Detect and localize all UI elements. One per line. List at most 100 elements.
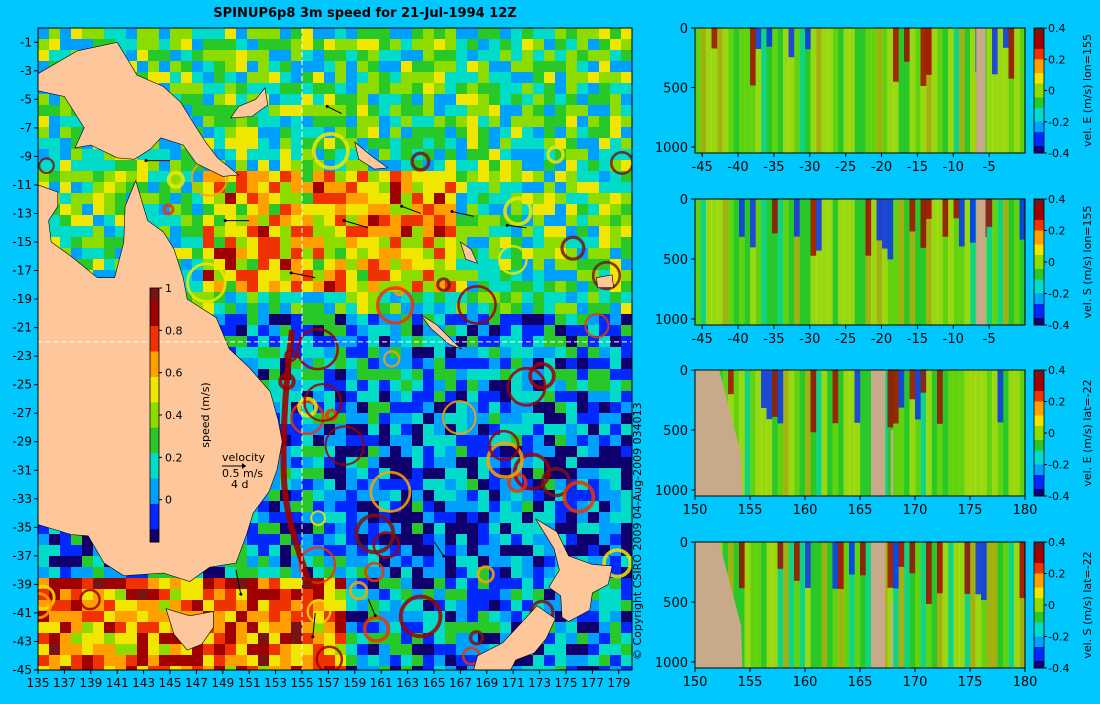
section-column — [849, 199, 855, 325]
speed-cell — [291, 435, 303, 447]
velocity-arrow-head — [289, 271, 293, 275]
speed-cell — [313, 556, 325, 568]
speed-cell — [588, 391, 600, 403]
colorbar-cell — [1034, 321, 1044, 326]
x-tick-label: 135 — [27, 676, 50, 690]
section-column — [728, 199, 734, 325]
speed-cell — [621, 391, 632, 403]
speed-cell — [555, 61, 567, 73]
speed-cell — [533, 644, 545, 656]
speed-cell — [412, 325, 424, 337]
speed-cell — [423, 28, 435, 40]
speed-cell — [390, 501, 402, 513]
speed-cell — [368, 501, 380, 513]
speed-cell — [346, 325, 358, 337]
speed-cell — [390, 600, 402, 612]
section-column — [882, 199, 888, 325]
colorbar-cell — [1034, 34, 1044, 39]
y-tick-label: -9 — [20, 149, 32, 163]
speed-cell — [390, 116, 402, 128]
speed-cell — [555, 325, 567, 337]
speed-cell — [247, 149, 259, 161]
speed-cell — [467, 446, 479, 458]
speed-cell — [412, 248, 424, 260]
speed-cell — [236, 259, 248, 271]
new-zealand-north — [535, 518, 613, 622]
section-column — [860, 542, 866, 668]
speed-cell — [335, 468, 347, 480]
colorbar-cell — [1034, 489, 1044, 493]
speed-cell — [137, 578, 149, 590]
speed-cell — [258, 248, 270, 260]
speed-cell — [445, 248, 457, 260]
speed-cell — [445, 391, 457, 403]
colorbar-cell — [150, 472, 159, 479]
speed-cell — [390, 413, 402, 425]
speed-cell — [203, 127, 215, 139]
speed-cell — [368, 50, 380, 62]
section-column — [854, 199, 861, 325]
speed-cell — [247, 567, 259, 579]
speed-cell — [71, 655, 83, 667]
speed-cell — [500, 116, 512, 128]
speed-cell — [49, 39, 61, 51]
speed-cell — [544, 457, 556, 469]
speed-cell — [104, 226, 116, 238]
speed-cell — [445, 61, 457, 73]
speed-cell — [269, 314, 281, 326]
speed-cell — [401, 457, 413, 469]
speed-cell — [522, 600, 534, 612]
speed-cell — [302, 116, 314, 128]
speed-cell — [335, 446, 347, 458]
speed-cell — [324, 633, 336, 645]
new-caledonia — [420, 314, 462, 350]
speed-cell — [368, 248, 380, 260]
velocity-arrow — [291, 272, 316, 279]
speed-cell — [445, 479, 457, 491]
speed-cell — [324, 314, 336, 326]
speed-cell — [588, 50, 600, 62]
speed-cell — [423, 611, 435, 623]
speed-cell — [423, 270, 435, 282]
speed-cell — [60, 666, 72, 670]
speed-cell — [291, 655, 303, 667]
speed-cell — [280, 600, 292, 612]
speed-cell — [49, 149, 61, 161]
speed-cell — [280, 248, 292, 260]
speed-cell — [302, 644, 314, 656]
speed-cell — [511, 391, 523, 403]
speed-cell — [610, 248, 622, 260]
speed-cell — [313, 160, 325, 172]
colorbar-cell — [150, 491, 159, 499]
speed-cell — [522, 270, 534, 282]
speed-cell — [148, 160, 160, 172]
speed-cell — [324, 424, 336, 436]
speed-cell — [566, 248, 578, 260]
speed-cell — [236, 61, 248, 73]
colorbar-cell — [150, 465, 159, 473]
speed-cell — [610, 512, 622, 524]
section-column — [794, 370, 800, 496]
speed-cell — [148, 611, 160, 623]
speed-cell — [478, 160, 490, 172]
speed-cell — [610, 424, 622, 436]
chart-title: SPINUP6p8 3m speed for 21-Jul-1994 12Z — [213, 6, 516, 21]
section-column — [766, 28, 773, 153]
speed-cell — [500, 391, 512, 403]
speed-cell — [269, 83, 281, 95]
speed-cell — [324, 644, 336, 656]
speed-cell — [93, 248, 105, 260]
speed-cell — [390, 457, 402, 469]
speed-cell — [423, 259, 435, 271]
speed-cell — [258, 171, 270, 183]
colorbar-cell — [150, 497, 159, 505]
speed-cell — [38, 655, 50, 667]
speed-cell — [258, 226, 270, 238]
speed-cell — [566, 171, 578, 183]
speed-cell — [434, 380, 446, 392]
x-tick-label: 180 — [1013, 503, 1038, 518]
section-surface-jet — [937, 542, 943, 594]
speed-cell — [159, 149, 171, 161]
speed-cell — [478, 204, 490, 216]
colorbar-cell — [1034, 657, 1044, 662]
